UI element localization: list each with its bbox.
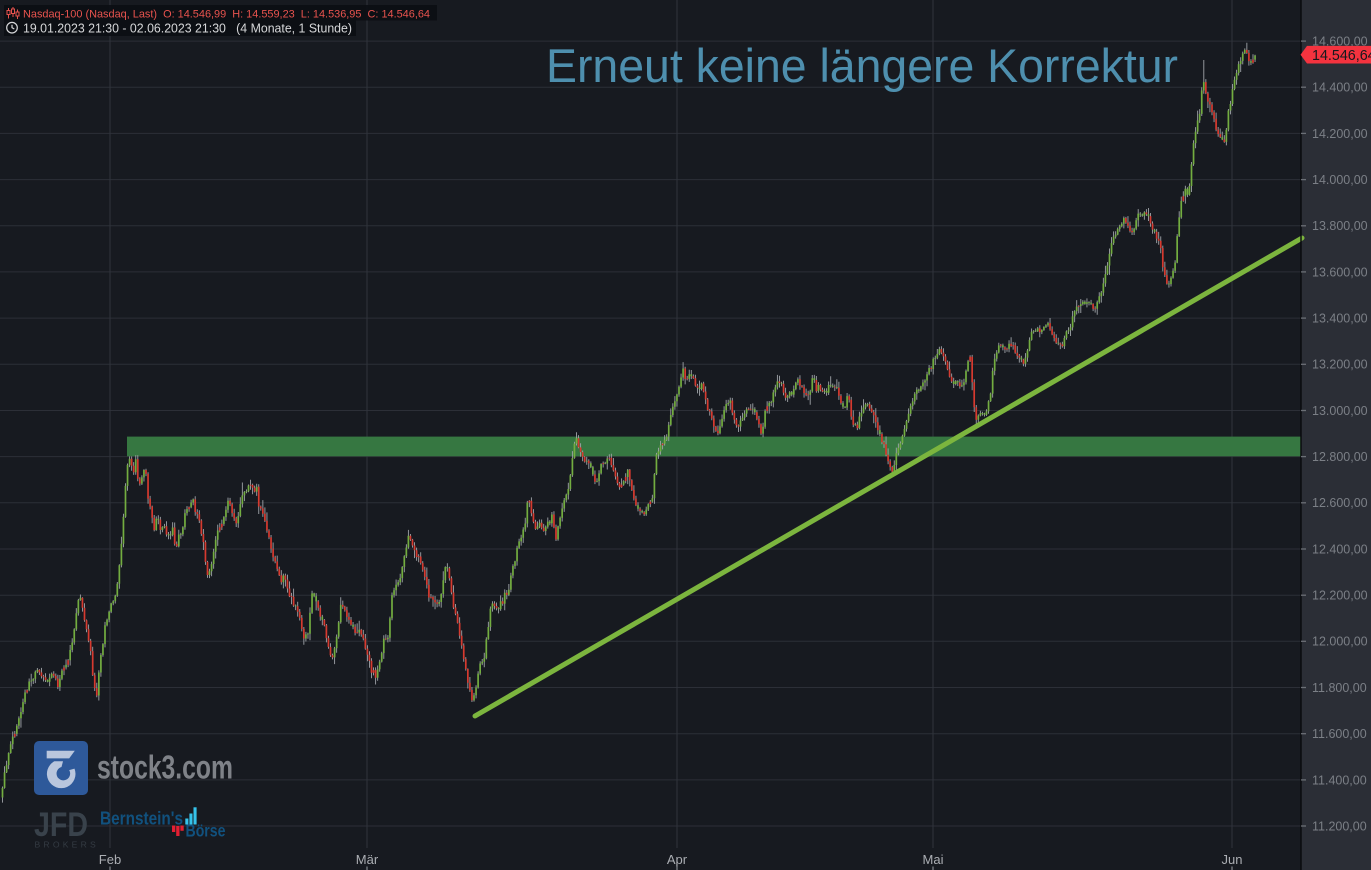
svg-text:13.800,00: 13.800,00 [1312, 219, 1368, 233]
svg-text:11.400,00: 11.400,00 [1312, 773, 1367, 787]
svg-text:11.200,00: 11.200,00 [1312, 819, 1367, 833]
svg-text:Börse: Börse [186, 821, 226, 841]
svg-text:JFD: JFD [34, 806, 88, 844]
svg-text:Erneut keine längere Korrektur: Erneut keine längere Korrektur [546, 39, 1178, 92]
svg-text:Mär: Mär [356, 852, 379, 867]
svg-text:13.400,00: 13.400,00 [1312, 312, 1368, 326]
svg-text:Mai: Mai [923, 852, 944, 867]
svg-text:13.000,00: 13.000,00 [1312, 404, 1368, 418]
svg-text:12.200,00: 12.200,00 [1312, 589, 1368, 603]
svg-text:14.200,00: 14.200,00 [1312, 127, 1368, 141]
svg-text:Nasdaq-100 (Nasdaq, Last) O:: Nasdaq-100 (Nasdaq, Last) O: 14.546,99 H… [23, 8, 430, 20]
svg-text:13.600,00: 13.600,00 [1312, 265, 1368, 279]
svg-text:stock3.com: stock3.com [97, 750, 233, 787]
svg-text:Feb: Feb [99, 852, 121, 867]
svg-text:12.400,00: 12.400,00 [1312, 542, 1368, 556]
svg-text:Apr: Apr [667, 852, 688, 867]
svg-text:11.600,00: 11.600,00 [1312, 727, 1367, 741]
svg-text:12.000,00: 12.000,00 [1312, 635, 1368, 649]
svg-text:14.000,00: 14.000,00 [1312, 173, 1368, 187]
svg-text:19.01.2023 21:30 - 02.06.2023: 19.01.2023 21:30 - 02.06.2023 21:30 (4 M… [23, 20, 352, 35]
svg-text:Jun: Jun [1222, 852, 1243, 867]
svg-text:14.546,64: 14.546,64 [1312, 48, 1371, 64]
svg-text:BROKERS: BROKERS [35, 840, 99, 850]
svg-text:14.600,00: 14.600,00 [1312, 35, 1368, 49]
svg-text:12.600,00: 12.600,00 [1312, 496, 1368, 510]
svg-text:13.200,00: 13.200,00 [1312, 358, 1368, 372]
svg-text:Bernstein's: Bernstein's [100, 808, 183, 828]
svg-text:12.800,00: 12.800,00 [1312, 450, 1368, 464]
svg-text:14.400,00: 14.400,00 [1312, 81, 1368, 95]
svg-text:11.800,00: 11.800,00 [1312, 681, 1367, 695]
